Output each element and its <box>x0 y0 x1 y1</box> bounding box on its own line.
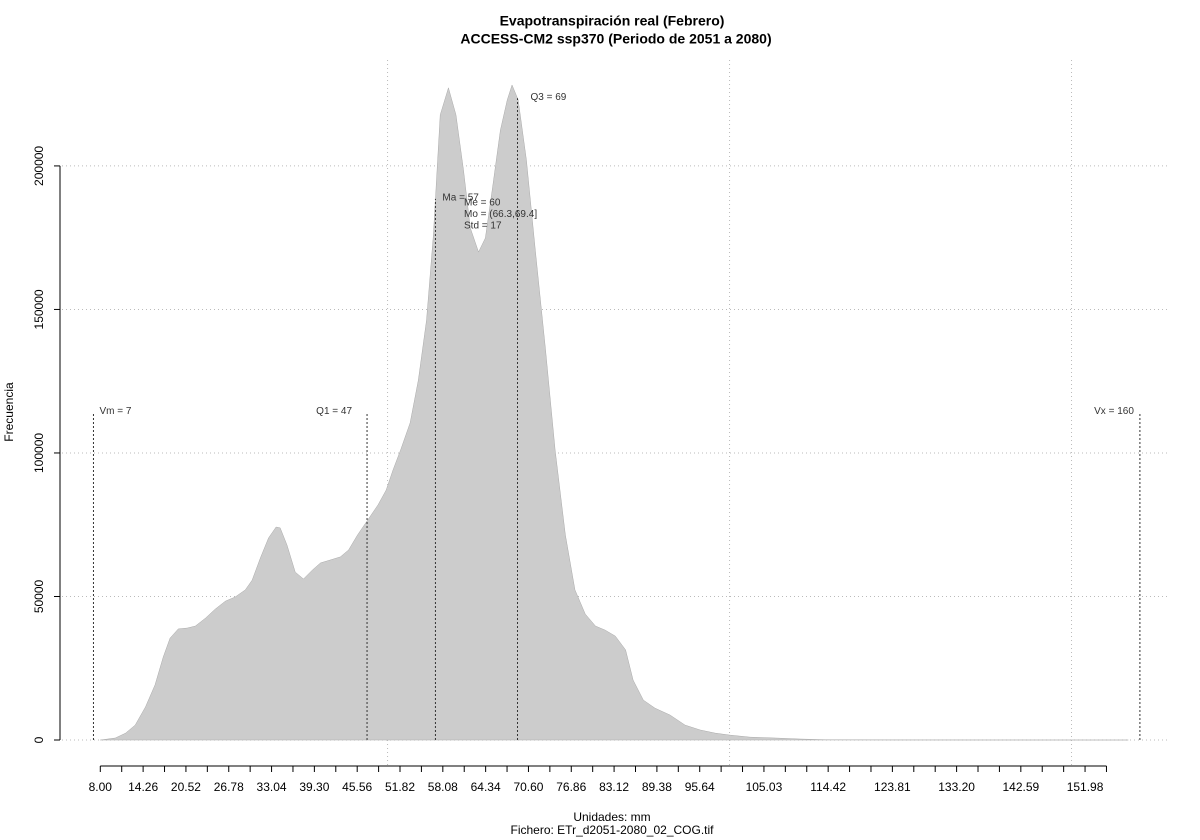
y-tick-label: 0 <box>32 736 46 743</box>
x-tick-label: 142.59 <box>1002 780 1039 794</box>
y-tick-label: 50000 <box>32 579 46 613</box>
y-tick-label: 200000 <box>32 146 46 186</box>
reference-label: Q1 = 47 <box>316 406 352 417</box>
x-tick-label: 70.60 <box>513 780 543 794</box>
x-tick-label: 133.20 <box>938 780 975 794</box>
x-tick-label: 89.38 <box>642 780 672 794</box>
x-tick-label: 58.08 <box>428 780 458 794</box>
chart-subtitle: ACCESS-CM2 ssp370 (Periodo de 2051 a 208… <box>460 31 771 47</box>
reference-label: Vm = 7 <box>99 406 131 417</box>
x-tick-label: 123.81 <box>874 780 911 794</box>
x-tick-label: 14.26 <box>128 780 158 794</box>
reference-label: Q3 = 69 <box>531 92 567 103</box>
x-tick-label: 95.64 <box>685 780 715 794</box>
y-tick-label: 150000 <box>32 289 46 329</box>
chart-title: Evapotranspiración real (Febrero) <box>500 13 725 29</box>
x-tick-label: 105.03 <box>746 780 783 794</box>
x-tick-label: 114.42 <box>810 780 846 794</box>
caption: Fichero: ETr_d2051-2080_02_COG.tif <box>511 823 715 837</box>
x-tick-label: 76.86 <box>556 780 586 794</box>
density-area <box>100 84 1129 741</box>
x-axis-label: Unidades: mm <box>573 810 650 824</box>
x-tick-label: 83.12 <box>599 780 629 794</box>
stats-text: Me = 60 <box>464 198 501 209</box>
reference-label: Ma = 57 <box>442 192 479 203</box>
x-tick-label: 39.30 <box>299 780 329 794</box>
stats-text: Std = 17 <box>464 221 502 232</box>
stats-text: Mo = (66.3,69.4] <box>464 209 537 220</box>
y-tick-label: 100000 <box>32 433 46 473</box>
x-tick-label: 151.98 <box>1067 780 1104 794</box>
x-tick-label: 8.00 <box>89 780 113 794</box>
x-tick-label: 20.52 <box>171 780 201 794</box>
x-tick-label: 33.04 <box>257 780 287 794</box>
x-tick-label: 51.82 <box>385 780 415 794</box>
y-axis-label: Frecuencia <box>2 382 16 442</box>
reference-label: Vx = 160 <box>1094 406 1134 417</box>
x-tick-label: 45.56 <box>342 780 372 794</box>
x-tick-label: 64.34 <box>471 780 501 794</box>
x-tick-label: 26.78 <box>214 780 244 794</box>
